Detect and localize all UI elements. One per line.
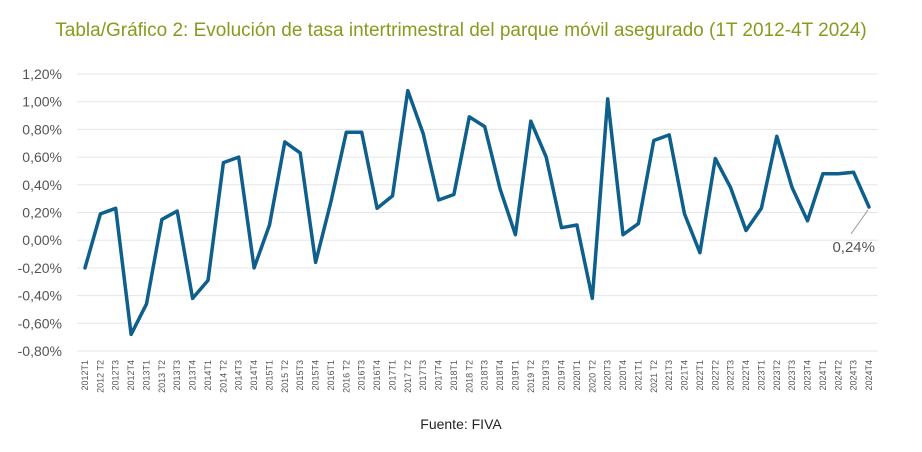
last-value-label: 0,24%	[832, 239, 875, 256]
x-tick-label: 2017 T2	[403, 360, 413, 393]
x-tick-label: 2014T3	[234, 360, 244, 391]
x-tick-label: 2020T4	[618, 360, 628, 391]
x-tick-label: 2013T3	[172, 360, 182, 391]
x-tick-label: 2024T2	[833, 360, 843, 391]
x-tick-label: 2012 T2	[95, 360, 105, 393]
x-tick-label: 2015 T2	[280, 360, 290, 393]
x-tick-label: 2016T4	[372, 360, 382, 391]
x-tick-label: 2018T3	[480, 360, 490, 391]
x-tick-label: 2021T4	[680, 360, 690, 391]
x-tick-label: 2023T4	[803, 360, 813, 391]
series-layer	[83, 88, 871, 337]
x-tick-label: 2018T4	[495, 360, 505, 391]
x-tick-label: 2013 T2	[157, 360, 167, 393]
x-tick-label: 2022T1	[695, 360, 705, 391]
x-tick-label: 2020T1	[572, 360, 582, 391]
x-tick-label: 2024T1	[818, 360, 828, 391]
x-tick-label: 2021T1	[633, 360, 643, 391]
grid-lines	[77, 73, 878, 352]
annotation-layer: 0,24%	[832, 209, 875, 256]
x-tick-label: 2012T3	[111, 360, 121, 391]
x-tick-label: 2023T3	[787, 360, 797, 391]
x-tick-label: 2021T3	[664, 360, 674, 391]
x-tick-label: 2022T3	[726, 360, 736, 391]
x-tick-label: 2019T3	[541, 360, 551, 391]
x-tick-label: 2021 T2	[649, 360, 659, 393]
x-tick-label: 2020T3	[603, 360, 613, 391]
x-tick-label: 2012T4	[126, 360, 136, 391]
x-tick-label: 2019T1	[510, 360, 520, 391]
x-tick-label: 2015T4	[311, 360, 321, 391]
x-tick-label: 2015T3	[295, 360, 305, 391]
x-tick-label: 2023T1	[756, 360, 766, 391]
x-tick-label: 2014 T2	[218, 360, 228, 393]
y-tick-label: 0,80%	[22, 121, 62, 137]
x-tick-label: 2016 T2	[341, 360, 351, 393]
y-tick-label: -0,60%	[18, 315, 62, 331]
x-tick-label: 2013T1	[141, 360, 151, 391]
x-tick-label: 2019 T2	[526, 360, 536, 393]
x-tick-label: 2023T2	[772, 360, 782, 391]
y-axis-tick-labels: -0,80% -0,60% -0,40% -0,20% 0,00% 0,20% 0,40% 0…	[18, 66, 62, 359]
series-line	[83, 88, 871, 337]
x-tick-label: 2024T3	[849, 360, 859, 391]
y-tick-label: -0,80%	[18, 343, 62, 359]
x-tick-label: 2022T4	[741, 360, 751, 391]
y-tick-label: 0,00%	[22, 232, 62, 248]
y-tick-label: -0,40%	[18, 288, 62, 304]
x-tick-label: 2024T4	[864, 360, 874, 391]
y-tick-label: -0,20%	[18, 260, 62, 276]
x-tick-label: 2017T1	[387, 360, 397, 391]
x-tick-label: 2014T4	[249, 360, 259, 391]
x-tick-label: 2018T1	[449, 360, 459, 391]
x-tick-label: 2020 T2	[587, 360, 597, 393]
x-tick-label: 2016T3	[357, 360, 367, 391]
annotation-leader	[850, 209, 869, 235]
x-tick-label: 2018 T2	[464, 360, 474, 393]
x-tick-label: 2014T1	[203, 360, 213, 391]
x-tick-label: 2017T4	[434, 360, 444, 391]
x-tick-label: 2019T4	[557, 360, 567, 391]
x-tick-label: 2013T4	[188, 360, 198, 391]
y-tick-label: 1,00%	[22, 94, 62, 110]
source-note: Fuente: FIVA	[420, 416, 502, 432]
x-tick-label: 2015T1	[264, 360, 274, 391]
x-tick-label: 2012T1	[80, 360, 90, 391]
x-tick-label: 2017T3	[418, 360, 428, 391]
x-axis-tick-labels: 2012T1 2012 T2 2012T3 2012T4 2013T1 2013 T2 20…	[80, 360, 874, 393]
y-tick-label: 0,60%	[22, 149, 62, 165]
x-tick-label: 2022T2	[710, 360, 720, 391]
y-tick-label: 0,20%	[22, 205, 62, 221]
x-tick-label: 2016T1	[326, 360, 336, 391]
y-tick-label: 0,40%	[22, 177, 62, 193]
chart-title: Tabla/Gráfico 2: Evolución de tasa inter…	[55, 20, 867, 41]
y-tick-label: 1,20%	[22, 66, 62, 82]
